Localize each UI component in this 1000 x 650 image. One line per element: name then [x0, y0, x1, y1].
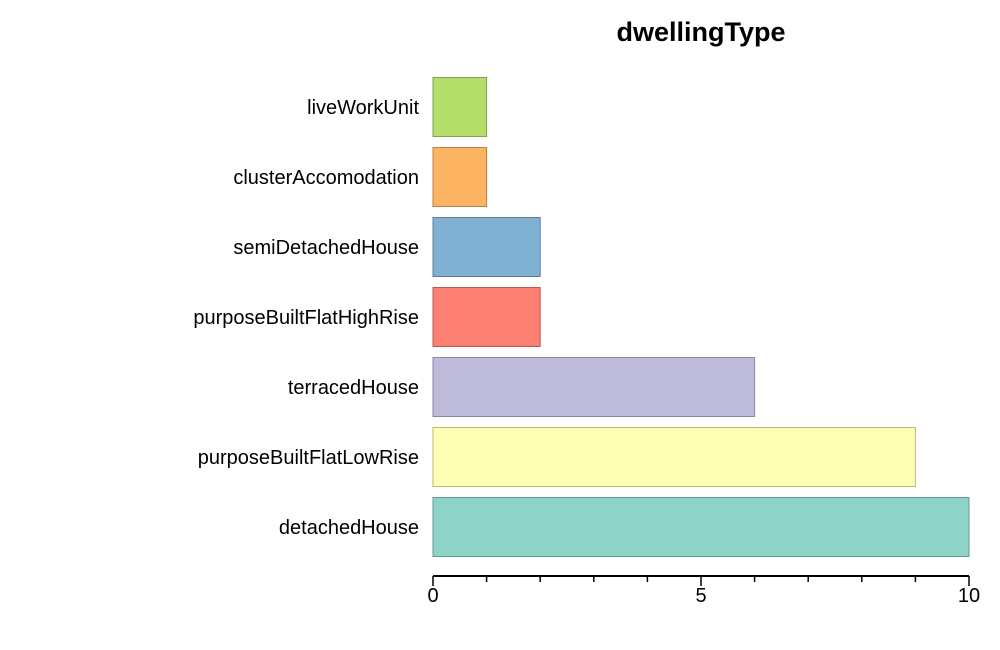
category-label-liveWorkUnit: liveWorkUnit: [307, 97, 419, 119]
bar-liveWorkUnit: [432, 77, 488, 137]
x-tick-label: 5: [695, 585, 706, 607]
category-labels: detachedHouse purposeBuiltFlatLowRise terr…: [193, 97, 419, 539]
x-axis: 0 5 10: [427, 575, 980, 607]
category-label-purposeBuiltFlatHighRise: purposeBuiltFlatHighRise: [193, 307, 419, 329]
chart-title: dwellingType: [616, 17, 785, 47]
category-label-detachedHouse: detachedHouse: [279, 517, 419, 539]
bar-clusterAccomodation: [432, 147, 488, 207]
category-label-semiDetachedHouse: semiDetachedHouse: [233, 237, 419, 259]
bar-detachedHouse: [432, 497, 970, 557]
bar-semiDetachedHouse: [432, 217, 541, 277]
x-tick-label: 0: [427, 585, 438, 607]
category-label-terracedHouse: terracedHouse: [288, 377, 419, 399]
x-tick-label: 10: [958, 585, 980, 607]
bar-purposeBuiltFlatHighRise: [432, 287, 541, 347]
category-label-purposeBuiltFlatLowRise: purposeBuiltFlatLowRise: [198, 447, 419, 469]
bars-layer: [432, 77, 970, 557]
category-label-clusterAccomodation: clusterAccomodation: [233, 167, 419, 189]
bar-terracedHouse: [432, 357, 756, 417]
bar-purposeBuiltFlatLowRise: [432, 427, 916, 487]
